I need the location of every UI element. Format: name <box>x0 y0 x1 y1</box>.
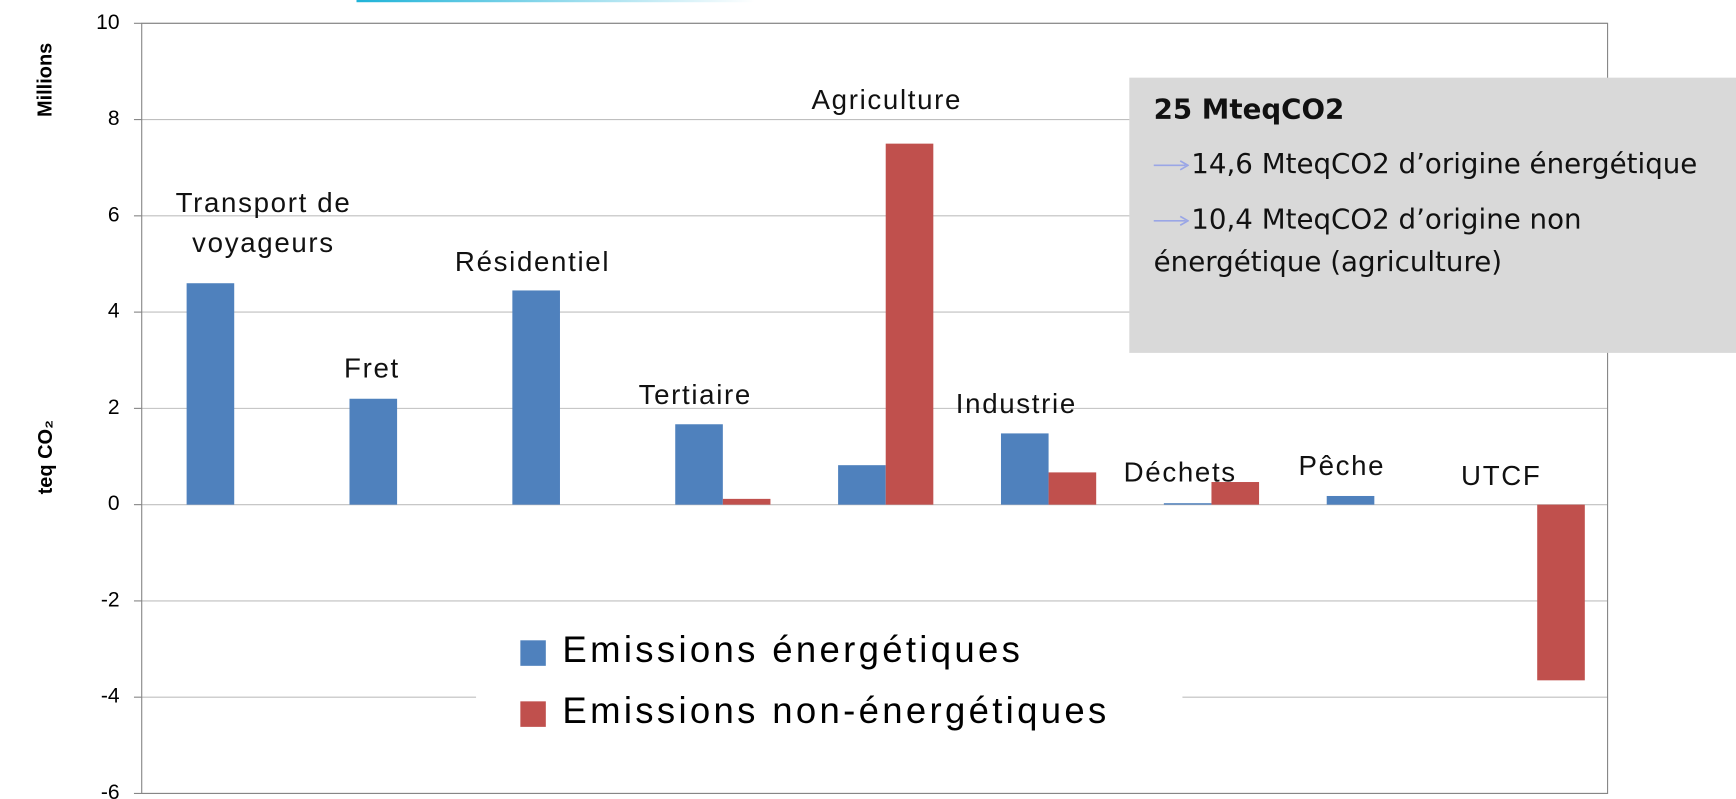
category-label: Pêche <box>1298 450 1386 482</box>
plot-border <box>141 22 1609 795</box>
bar <box>675 424 723 505</box>
annotation-line: 10,4 MteqCO2 d’origine non énergétique (… <box>1153 199 1736 283</box>
legend-bg <box>476 621 1183 757</box>
y-tick-label: 4 <box>108 300 120 323</box>
bar <box>1211 482 1260 505</box>
legend-label: Emissions énergétiques <box>562 629 1023 670</box>
bar <box>349 398 398 505</box>
category-label: Industrie <box>955 388 1077 420</box>
y-tick-label: 0 <box>108 492 120 515</box>
decor-line <box>356 0 756 3</box>
annotation-text: 14,6 MteqCO2 d’origine énergétique <box>1191 147 1698 180</box>
category-label: Fret <box>344 352 400 384</box>
y-tick-label: 8 <box>108 107 120 130</box>
category-label: Agriculture <box>811 84 963 116</box>
bar <box>512 290 560 505</box>
annotation-line: 14,6 MteqCO2 d’origine énergétique <box>1153 143 1736 185</box>
legend-label: Emissions non-énergétiques <box>562 690 1109 731</box>
bar <box>838 465 886 505</box>
category-label: Tertiaire <box>638 379 752 411</box>
y-tick-label: 6 <box>108 203 120 226</box>
category-label: Déchets <box>1123 457 1237 489</box>
y-tick-label: 10 <box>96 11 119 34</box>
annotation-title: 25 MteqCO2 <box>1153 93 1345 126</box>
y-tick-label: -6 <box>101 781 120 799</box>
annotation-text: 10,4 MteqCO2 d’origine non énergétique (… <box>1153 203 1582 278</box>
bar <box>1048 472 1097 505</box>
y-unit: Millions <box>35 43 57 117</box>
y-tick-label: -4 <box>101 685 120 708</box>
bar <box>722 498 771 505</box>
category-label: UTCF <box>1461 460 1542 492</box>
y-tick-label: 2 <box>108 396 120 419</box>
legend-swatch <box>520 640 546 666</box>
annotation-box: 25 MteqCO2 14,6 MteqCO2 d’origine énergé… <box>1129 77 1736 353</box>
category-label: Transport de voyageurs <box>175 187 352 259</box>
bar <box>885 143 934 505</box>
category-label: Résidentiel <box>454 246 611 278</box>
bar <box>1000 433 1049 505</box>
legend-swatch <box>520 701 546 727</box>
bar <box>1163 503 1212 505</box>
bar <box>1326 495 1375 505</box>
bar <box>1537 504 1585 681</box>
y-axis-label: teq CO₂ <box>35 420 57 494</box>
bar <box>186 283 235 505</box>
y-tick-label: -2 <box>101 588 120 611</box>
